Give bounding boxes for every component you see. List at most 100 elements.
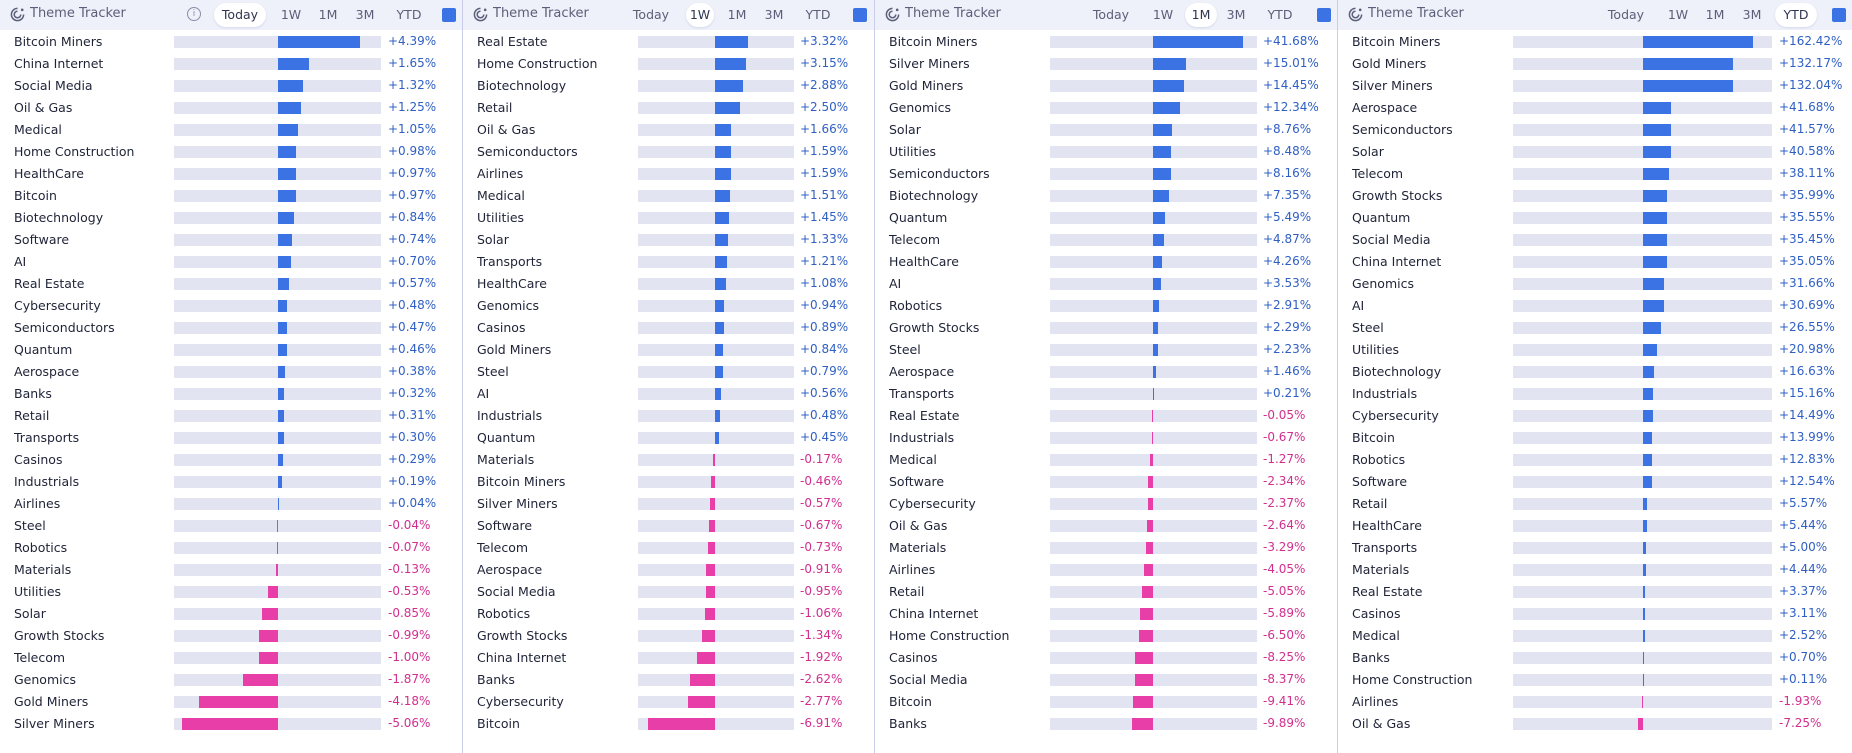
theme-row[interactable]: AI +0.70% — [0, 251, 462, 273]
theme-row[interactable]: Gold Miners -4.18% — [0, 691, 462, 713]
theme-row[interactable]: Genomics -1.87% — [0, 669, 462, 691]
theme-row[interactable]: Casinos +0.89% — [463, 317, 874, 339]
theme-row[interactable]: Gold Miners +132.17% — [1338, 53, 1852, 75]
theme-row[interactable]: Cybersecurity -2.77% — [463, 691, 874, 713]
theme-row[interactable]: Aerospace +0.38% — [0, 361, 462, 383]
theme-row[interactable]: Utilities -0.53% — [0, 581, 462, 603]
tab-1m[interactable]: 1M — [727, 7, 747, 22]
theme-row[interactable]: Robotics +12.83% — [1338, 449, 1852, 471]
theme-row[interactable]: AI +30.69% — [1338, 295, 1852, 317]
theme-row[interactable]: Growth Stocks +2.29% — [875, 317, 1337, 339]
tab-today[interactable]: Today — [1607, 7, 1645, 22]
theme-row[interactable]: Transports +0.21% — [875, 383, 1337, 405]
theme-row[interactable]: Oil & Gas +1.25% — [0, 97, 462, 119]
theme-row[interactable]: Real Estate +0.57% — [0, 273, 462, 295]
theme-row[interactable]: Robotics +2.91% — [875, 295, 1337, 317]
theme-row[interactable]: Real Estate +3.32% — [463, 31, 874, 53]
theme-row[interactable]: Software -0.67% — [463, 515, 874, 537]
theme-row[interactable]: HealthCare +5.44% — [1338, 515, 1852, 537]
theme-row[interactable]: Utilities +1.45% — [463, 207, 874, 229]
theme-row[interactable]: China Internet -1.92% — [463, 647, 874, 669]
theme-row[interactable]: Industrials +0.19% — [0, 471, 462, 493]
theme-row[interactable]: Medical +1.05% — [0, 119, 462, 141]
theme-row[interactable]: China Internet +1.65% — [0, 53, 462, 75]
tab-ytd[interactable]: YTD — [1775, 3, 1817, 27]
theme-row[interactable]: Robotics -1.06% — [463, 603, 874, 625]
theme-row[interactable]: Aerospace +1.46% — [875, 361, 1337, 383]
theme-row[interactable]: Silver Miners +132.04% — [1338, 75, 1852, 97]
tab-1m[interactable]: 1M — [1705, 7, 1725, 22]
theme-row[interactable]: Steel +26.55% — [1338, 317, 1852, 339]
theme-row[interactable]: Semiconductors +8.16% — [875, 163, 1337, 185]
theme-row[interactable]: AI +3.53% — [875, 273, 1337, 295]
tab-ytd[interactable]: YTD — [396, 7, 422, 22]
theme-row[interactable]: Home Construction -6.50% — [875, 625, 1337, 647]
theme-row[interactable]: Materials +4.44% — [1338, 559, 1852, 581]
tab-3m[interactable]: 3M — [355, 7, 375, 22]
theme-row[interactable]: Industrials +0.48% — [463, 405, 874, 427]
theme-row[interactable]: Bitcoin +0.97% — [0, 185, 462, 207]
theme-row[interactable]: Social Media +1.32% — [0, 75, 462, 97]
theme-row[interactable]: Quantum +0.45% — [463, 427, 874, 449]
theme-row[interactable]: Growth Stocks +35.99% — [1338, 185, 1852, 207]
theme-row[interactable]: Materials -0.17% — [463, 449, 874, 471]
theme-row[interactable]: Airlines +1.59% — [463, 163, 874, 185]
theme-row[interactable]: Casinos +3.11% — [1338, 603, 1852, 625]
theme-row[interactable]: Robotics -0.07% — [0, 537, 462, 559]
theme-row[interactable]: Software +0.74% — [0, 229, 462, 251]
theme-row[interactable]: Banks -2.62% — [463, 669, 874, 691]
theme-row[interactable]: Retail +0.31% — [0, 405, 462, 427]
theme-row[interactable]: Industrials +15.16% — [1338, 383, 1852, 405]
tab-1m[interactable]: 1M — [1185, 3, 1217, 27]
tab-1w[interactable]: 1W — [686, 3, 714, 27]
theme-row[interactable]: Telecom +38.11% — [1338, 163, 1852, 185]
theme-row[interactable]: Genomics +31.66% — [1338, 273, 1852, 295]
theme-row[interactable]: Gold Miners +0.84% — [463, 339, 874, 361]
theme-row[interactable]: Quantum +5.49% — [875, 207, 1337, 229]
theme-row[interactable]: Steel +0.79% — [463, 361, 874, 383]
theme-row[interactable]: Airlines +0.04% — [0, 493, 462, 515]
theme-row[interactable]: Medical +2.52% — [1338, 625, 1852, 647]
theme-row[interactable]: Retail -5.05% — [875, 581, 1337, 603]
theme-row[interactable]: Gold Miners +14.45% — [875, 75, 1337, 97]
theme-row[interactable]: Bitcoin +13.99% — [1338, 427, 1852, 449]
theme-row[interactable]: Silver Miners -0.57% — [463, 493, 874, 515]
tab-3m[interactable]: 3M — [764, 7, 784, 22]
theme-row[interactable]: Biotechnology +2.88% — [463, 75, 874, 97]
theme-row[interactable]: Software +12.54% — [1338, 471, 1852, 493]
theme-row[interactable]: Banks -9.89% — [875, 713, 1337, 735]
theme-row[interactable]: Cybersecurity +14.49% — [1338, 405, 1852, 427]
theme-row[interactable]: Semiconductors +41.57% — [1338, 119, 1852, 141]
theme-row[interactable]: Steel -0.04% — [0, 515, 462, 537]
theme-row[interactable]: AI +0.56% — [463, 383, 874, 405]
theme-row[interactable]: Real Estate -0.05% — [875, 405, 1337, 427]
theme-row[interactable]: Casinos -8.25% — [875, 647, 1337, 669]
theme-row[interactable]: Casinos +0.29% — [0, 449, 462, 471]
theme-row[interactable]: Software -2.34% — [875, 471, 1337, 493]
theme-row[interactable]: Genomics +0.94% — [463, 295, 874, 317]
tab-today[interactable]: Today — [214, 3, 266, 27]
theme-row[interactable]: Cybersecurity +0.48% — [0, 295, 462, 317]
theme-row[interactable]: Utilities +20.98% — [1338, 339, 1852, 361]
theme-row[interactable]: Oil & Gas +1.66% — [463, 119, 874, 141]
theme-row[interactable]: Aerospace -0.91% — [463, 559, 874, 581]
theme-row[interactable]: Cybersecurity -2.37% — [875, 493, 1337, 515]
theme-row[interactable]: Social Media -8.37% — [875, 669, 1337, 691]
tab-1w[interactable]: 1W — [1152, 7, 1174, 22]
theme-row[interactable]: Silver Miners +15.01% — [875, 53, 1337, 75]
color-toggle-button[interactable] — [442, 8, 456, 22]
theme-row[interactable]: Biotechnology +7.35% — [875, 185, 1337, 207]
theme-row[interactable]: Transports +0.30% — [0, 427, 462, 449]
theme-row[interactable]: Solar +8.76% — [875, 119, 1337, 141]
theme-row[interactable]: Home Construction +0.98% — [0, 141, 462, 163]
theme-row[interactable]: Silver Miners -5.06% — [0, 713, 462, 735]
theme-row[interactable]: HealthCare +4.26% — [875, 251, 1337, 273]
tab-today[interactable]: Today — [632, 7, 670, 22]
tab-3m[interactable]: 3M — [1742, 7, 1762, 22]
theme-row[interactable]: Industrials -0.67% — [875, 427, 1337, 449]
info-icon[interactable]: i — [187, 7, 201, 21]
theme-row[interactable]: Transports +5.00% — [1338, 537, 1852, 559]
theme-row[interactable]: Genomics +12.34% — [875, 97, 1337, 119]
tab-ytd[interactable]: YTD — [805, 7, 831, 22]
tab-ytd[interactable]: YTD — [1267, 7, 1293, 22]
